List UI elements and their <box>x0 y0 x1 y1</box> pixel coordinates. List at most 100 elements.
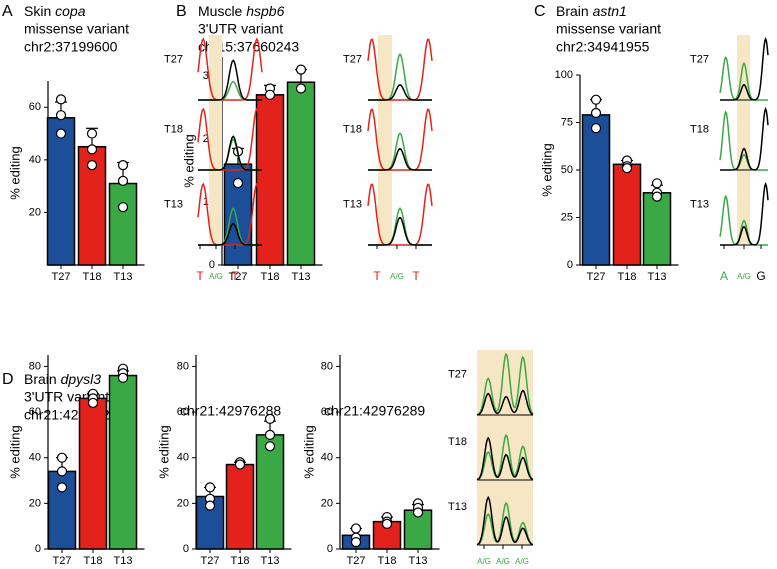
data-point <box>204 500 216 511</box>
bar <box>286 81 316 266</box>
base-label: T <box>231 269 239 283</box>
trace <box>368 216 432 246</box>
x-tick-label: T18 <box>618 271 637 283</box>
trace <box>476 352 534 416</box>
chart-subtitle: 3'UTR variant <box>198 21 283 37</box>
title-tissue: Brain <box>24 371 61 387</box>
y-tick-label: 80 <box>29 360 41 372</box>
y-tick-label: 40 <box>29 452 41 464</box>
data-point <box>264 413 276 425</box>
trace <box>197 37 263 101</box>
trace <box>368 83 432 101</box>
data-point <box>55 128 67 139</box>
trace <box>367 108 433 171</box>
bar <box>46 117 76 266</box>
base-label: T <box>196 269 204 283</box>
data-point <box>264 89 276 100</box>
x-tick-label: T27 <box>229 271 248 283</box>
trace <box>476 495 534 546</box>
x-tick-label: T13 <box>114 555 133 567</box>
data-point <box>117 202 129 213</box>
row-label: T27 <box>164 53 183 65</box>
data-point <box>117 175 129 186</box>
row-label: T13 <box>164 198 183 210</box>
x-tick-label: T13 <box>114 271 133 283</box>
x-tick-label: T27 <box>587 271 606 283</box>
trace <box>720 106 769 171</box>
base-label: A/G <box>477 557 491 566</box>
chart-locus: chr2:37199600 <box>24 39 118 55</box>
trace <box>476 389 534 416</box>
x-tick-label: T13 <box>409 555 428 567</box>
row-label: T18 <box>164 123 183 135</box>
y-tick-label: 0 <box>35 543 41 555</box>
y-tick-label: 50 <box>561 164 573 176</box>
y-axis-label: % editing <box>539 143 554 196</box>
base-label: T <box>373 269 381 283</box>
data-point <box>117 372 129 383</box>
chart-locus: chr21:42976288 <box>180 403 281 419</box>
title-gene: hspb6 <box>246 3 284 19</box>
data-point <box>55 94 67 105</box>
data-point <box>412 507 424 518</box>
trace <box>197 107 263 171</box>
data-point <box>350 537 362 548</box>
data-point <box>651 191 663 202</box>
bar <box>642 192 672 266</box>
data-point <box>56 452 68 463</box>
chart-title: Skin copa <box>24 3 86 19</box>
data-point <box>264 429 276 440</box>
y-tick-label: 0 <box>567 259 573 271</box>
trace <box>719 194 768 246</box>
y-tick-label: 80 <box>177 360 189 372</box>
y-tick-label: 0 <box>327 543 333 555</box>
highlight <box>209 35 222 245</box>
data-point <box>295 64 307 75</box>
y-axis-label: % editing <box>7 425 22 478</box>
y-tick-label: 40 <box>177 452 189 464</box>
panel-label: C <box>534 3 546 20</box>
row-label: T27 <box>448 368 467 380</box>
base-label: G <box>756 269 765 283</box>
y-tick-label: 0 <box>183 543 189 555</box>
y-tick-label: 25 <box>561 211 573 223</box>
x-tick-label: T13 <box>261 555 280 567</box>
base-label: T <box>412 269 420 283</box>
row-label: T13 <box>690 198 709 210</box>
x-tick-label: T18 <box>83 271 102 283</box>
title-tissue: Muscle <box>198 3 246 19</box>
y-tick-label: 60 <box>29 406 41 418</box>
x-tick-label: T13 <box>648 271 667 283</box>
chart-subtitle: missense variant <box>556 21 661 37</box>
trace <box>197 182 263 246</box>
panel-label: B <box>176 3 187 20</box>
data-point <box>621 163 633 174</box>
x-tick-label: T18 <box>231 555 250 567</box>
bar <box>255 434 285 550</box>
row-label: T18 <box>690 123 709 135</box>
data-point <box>590 107 602 119</box>
data-point <box>86 128 98 139</box>
y-tick-label: 20 <box>29 206 41 218</box>
x-tick-label: T18 <box>261 271 280 283</box>
chart-title: Brain astn1 <box>556 3 627 19</box>
x-tick-label: T18 <box>84 555 103 567</box>
data-point <box>264 441 276 452</box>
bar <box>108 182 138 266</box>
x-tick-label: T27 <box>53 555 72 567</box>
data-point <box>295 83 307 94</box>
data-point <box>56 482 68 493</box>
x-tick-label: T27 <box>347 555 366 567</box>
y-tick-label: 20 <box>29 497 41 509</box>
base-label: A/G <box>515 557 529 566</box>
row-label: T13 <box>343 198 362 210</box>
trace <box>720 181 769 246</box>
base-label: A/G <box>496 557 510 566</box>
base-label: A <box>720 269 728 283</box>
data-point <box>381 518 393 529</box>
trace <box>198 80 262 101</box>
y-tick-label: 60 <box>177 406 189 418</box>
row-label: T13 <box>448 501 467 513</box>
trace <box>720 36 769 101</box>
